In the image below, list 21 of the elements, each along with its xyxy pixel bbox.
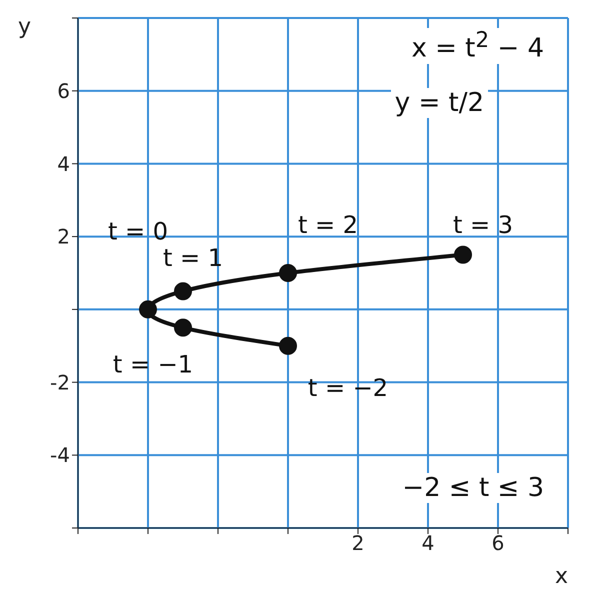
annotation: x = t$^{2}$ − 4 <box>407 28 548 64</box>
y-tick-label: 6 <box>57 78 70 103</box>
annotation: y = t/2 <box>390 88 488 118</box>
point <box>279 264 297 282</box>
x-axis-title: x <box>554 564 568 589</box>
point <box>139 300 157 318</box>
point <box>174 282 192 300</box>
annotation: t = 2 <box>298 211 358 239</box>
y-tick-label: -4 <box>50 443 70 468</box>
y-tick-label: 2 <box>57 224 70 249</box>
x-tick-label: 4 <box>422 531 434 556</box>
y-axis-title: y <box>18 14 32 40</box>
y-tick-label: -2 <box>50 370 70 394</box>
point <box>454 246 472 264</box>
annotation: −2 ≤ t ≤ 3 <box>398 473 548 503</box>
x-tick-label: 2 <box>352 531 364 556</box>
point <box>174 318 192 337</box>
annotation: t = 3 <box>452 210 514 239</box>
y-tick-label: 4 <box>57 152 70 176</box>
x-tick-label: 6 <box>492 531 504 556</box>
point <box>279 336 297 355</box>
